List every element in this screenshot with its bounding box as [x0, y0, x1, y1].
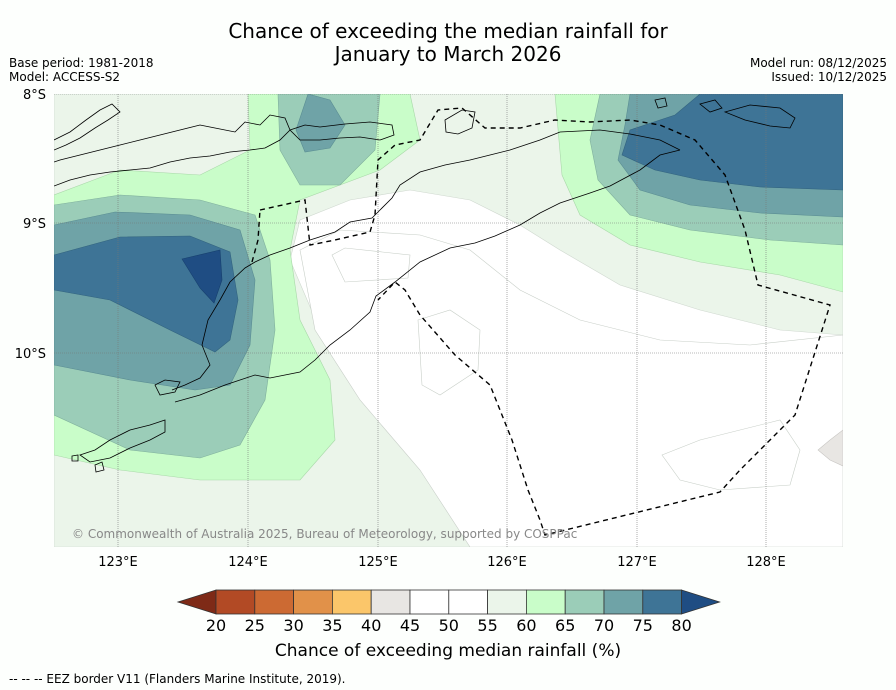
- alor-coastline: [289, 121, 395, 141]
- colorbar-segment: [448, 589, 488, 615]
- colorbar-segment: [409, 589, 450, 615]
- copyright: © Commonwealth of Australia 2025, Bureau…: [72, 527, 577, 541]
- colorbar-tick-label: 65: [555, 616, 575, 635]
- eez-footnote: -- -- -- EEZ border V11 (Flanders Marine…: [9, 672, 346, 686]
- contour-grey-east: [817, 429, 843, 467]
- colorbar-tick-label: 80: [671, 616, 691, 635]
- island-east-2: [699, 99, 723, 113]
- model-run: Model run: 08/12/2025: [749, 56, 887, 70]
- contour-75-80-east: [621, 94, 843, 191]
- colorbar-segment: [293, 589, 333, 615]
- eez-border: [251, 107, 831, 536]
- flores-coastline: [54, 114, 291, 187]
- contour-small-3: [661, 419, 801, 491]
- base-period: Base period: 1981-2018: [9, 56, 154, 70]
- lat-labels: 8°S 9°S 10°S: [15, 88, 46, 362]
- island-small-4: [54, 103, 121, 151]
- colorbar-tick-label: 50: [439, 616, 459, 635]
- island-savu: [79, 419, 166, 463]
- contour-above-80: [181, 249, 223, 304]
- colorbar-tick-label: 40: [361, 616, 381, 635]
- colorbar-extend-high: [681, 589, 721, 615]
- island-east-1: [723, 104, 796, 129]
- lon-label: 124°E: [228, 555, 268, 570]
- colorbar-segment: [487, 589, 527, 615]
- lon-label: 125°E: [358, 555, 398, 570]
- timor-coastline: [174, 149, 681, 403]
- colorbar-segment: [526, 589, 566, 615]
- model-info: Base period: 1981-2018 Model: ACCESS-S2: [9, 56, 154, 84]
- lon-label: 126°E: [487, 555, 527, 570]
- lat-label: 9°S: [23, 217, 46, 232]
- contour-small-2: [417, 309, 481, 396]
- map-panel: © Commonwealth of Australia 2025, Bureau…: [54, 94, 843, 547]
- title-line-1: Chance of exceeding the median rainfall …: [228, 19, 668, 43]
- contour-small-1: [331, 247, 411, 283]
- map-title: Chance of exceeding the median rainfall …: [0, 20, 896, 66]
- lon-labels: 123°E 124°E 125°E 126°E 127°E 128°E: [98, 555, 786, 570]
- colorbar-tick-label: 45: [400, 616, 420, 635]
- island-small-2: [71, 454, 79, 462]
- lon-label: 128°E: [746, 555, 786, 570]
- colorbar-tick-label: 70: [594, 616, 614, 635]
- colorbar-segment: [254, 589, 295, 615]
- run-info: Model run: 08/12/2025 Issued: 10/12/2025: [750, 56, 887, 84]
- colorbar-segment: [642, 589, 682, 615]
- colorbar-tick-label: 75: [633, 616, 653, 635]
- colorbar-tick-label: 60: [516, 616, 536, 635]
- colorbar-segment: [331, 589, 372, 615]
- timor-west-coast: [171, 129, 681, 391]
- grid-lines: [54, 94, 843, 547]
- colorbar-title: Chance of exceeding median rainfall (%): [274, 641, 622, 661]
- colorbar-tick-label: 55: [477, 616, 497, 635]
- colorbar-tick-label: 35: [322, 616, 342, 635]
- colorbar-segment: [603, 589, 644, 615]
- colorbar-segment: [370, 589, 411, 615]
- colorbar-extend-low: [176, 589, 217, 615]
- island-rote: [154, 379, 181, 396]
- colorbar-tick-label: 30: [283, 616, 303, 635]
- colorbar-tick-label: 20: [206, 616, 226, 635]
- model-name: Model: ACCESS-S2: [9, 70, 121, 84]
- island-wetar: [444, 109, 476, 135]
- colorbar-tick-label: 25: [245, 616, 265, 635]
- colorbar-segment: [564, 589, 605, 615]
- lon-label: 127°E: [617, 555, 657, 570]
- lat-label: 8°S: [23, 88, 46, 103]
- island-small-3: [94, 461, 105, 473]
- contour-50-55-center: [299, 229, 843, 547]
- colorbar: 20 25 30 35 40 45 50 55 60 65 70 75 80: [176, 589, 721, 635]
- issued-date: Issued: 10/12/2025: [771, 70, 887, 84]
- lat-label: 10°S: [15, 347, 46, 362]
- island-small-1: [654, 97, 668, 109]
- coastlines: [54, 97, 796, 473]
- lon-label: 123°E: [98, 555, 138, 570]
- contour-70-75-north: [295, 94, 346, 153]
- title-line-2: January to March 2026: [334, 42, 562, 66]
- colorbar-segment: [215, 589, 256, 615]
